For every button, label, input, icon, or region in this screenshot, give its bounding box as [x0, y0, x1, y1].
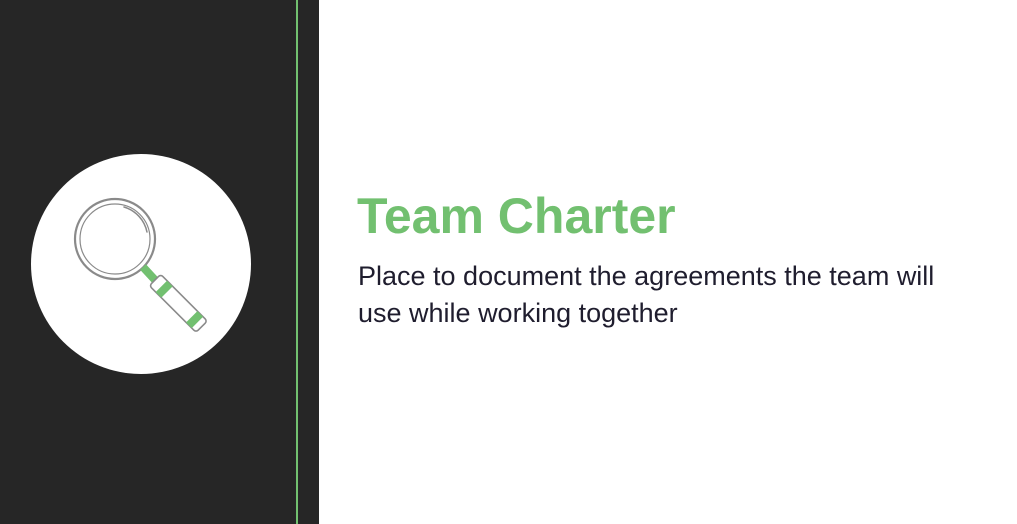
- icon-circle: [31, 154, 251, 374]
- page-title: Team Charter: [357, 188, 676, 244]
- accent-divider: [296, 0, 298, 524]
- magnifying-glass-icon: [73, 197, 207, 332]
- page-subtitle: Place to document the agreements the tea…: [358, 261, 935, 328]
